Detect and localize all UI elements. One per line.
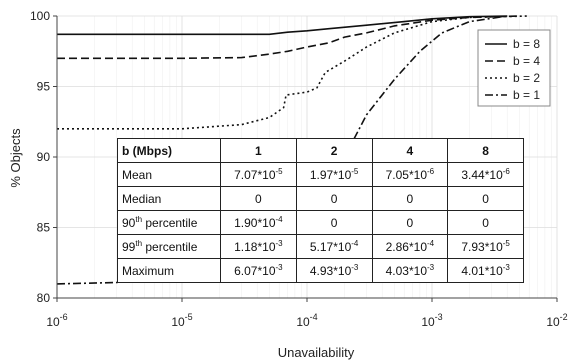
table-header-cell: 2 [295, 138, 373, 163]
table-cell: 2.86*10-4 [371, 234, 449, 259]
table-cell: 1.18*10-3 [220, 234, 297, 259]
table-row: 99th percentile 1.18*10-3 5.17*10-4 2.86*10… [117, 234, 524, 259]
y-tick-label: 80 [37, 291, 51, 305]
series-line-1 [57, 15, 508, 36]
row-label: Median [117, 186, 221, 211]
axes [53, 15, 558, 302]
row-label: Mean [117, 162, 221, 187]
table-row: 90th percentile 1.90*10-4 0 0 0 [117, 210, 524, 235]
table-cell: 4.93*10-3 [295, 258, 373, 283]
y-tick-label: 90 [37, 150, 51, 164]
x-tick-label: 10-3 [421, 312, 442, 329]
table-cell: 0 [371, 210, 449, 235]
row-label: 90th percentile [117, 210, 221, 235]
row-label: Maximum [117, 258, 221, 283]
table-cell: 7.93*10-5 [447, 234, 524, 259]
table-row: Median 0 0 0 0 [117, 186, 524, 211]
table-cell: 7.07*10-5 [220, 162, 297, 187]
x-axis-label: Unavailability [278, 345, 355, 360]
table-cell: 0 [447, 210, 524, 235]
y-tick-label: 85 [37, 221, 51, 235]
legend: b = 8 b = 4 b = 2 b = 1 [477, 29, 551, 107]
table-header-cell: 1 [220, 138, 297, 163]
x-tick-label: 10-5 [171, 312, 192, 329]
legend-entry: b = 4 [513, 54, 540, 68]
table-cell: 4.01*10-3 [447, 258, 524, 283]
table-header-row: b (Mbps) 1 2 4 8 [117, 138, 524, 163]
x-tick-label: 10-2 [546, 312, 567, 329]
stats-table: b (Mbps) 1 2 4 8 Mean 7.07*10-5 1.97*10-5 7.05*… [117, 138, 524, 283]
table-row: Mean 7.07*10-5 1.97*10-5 7.05*10-6 3.44*10-6 [117, 162, 524, 187]
x-tick-label: 10-6 [46, 312, 67, 329]
table-header-cell: b (Mbps) [117, 138, 221, 163]
legend-entry: b = 8 [513, 37, 540, 51]
table-cell: 5.17*10-4 [295, 234, 373, 259]
legend-entry: b = 2 [513, 71, 540, 85]
series-line-2 [57, 15, 520, 60]
y-tick-label: 100 [30, 9, 50, 23]
table-row: Maximum 6.07*10-3 4.93*10-3 4.03*10-3 4.01*1… [117, 258, 524, 283]
table-cell: 1.97*10-5 [295, 162, 373, 187]
table-cell: 0 [447, 186, 524, 211]
row-label: 99th percentile [117, 234, 221, 259]
table-body: Mean 7.07*10-5 1.97*10-5 7.05*10-6 3.44*10-6… [117, 162, 524, 283]
table-cell: 0 [295, 210, 373, 235]
table-header-cell: 8 [447, 138, 524, 163]
y-axis-label: % Objects [8, 128, 23, 188]
y-tick-label: 95 [37, 80, 51, 94]
table-cell: 6.07*10-3 [220, 258, 297, 283]
table-cell: 3.44*10-6 [447, 162, 524, 187]
table-cell: 4.03*10-3 [371, 258, 449, 283]
table-cell: 7.05*10-6 [371, 162, 449, 187]
table-header-cell: 4 [371, 138, 449, 163]
table-cell: 0 [295, 186, 373, 211]
legend-box [477, 29, 551, 107]
series-line-3 [57, 15, 530, 130]
table-cell: 0 [371, 186, 449, 211]
legend-entry: b = 1 [513, 88, 540, 102]
table-cell: 0 [220, 186, 297, 211]
table-cell: 1.90*10-4 [220, 210, 297, 235]
x-tick-label: 10-4 [296, 312, 317, 329]
